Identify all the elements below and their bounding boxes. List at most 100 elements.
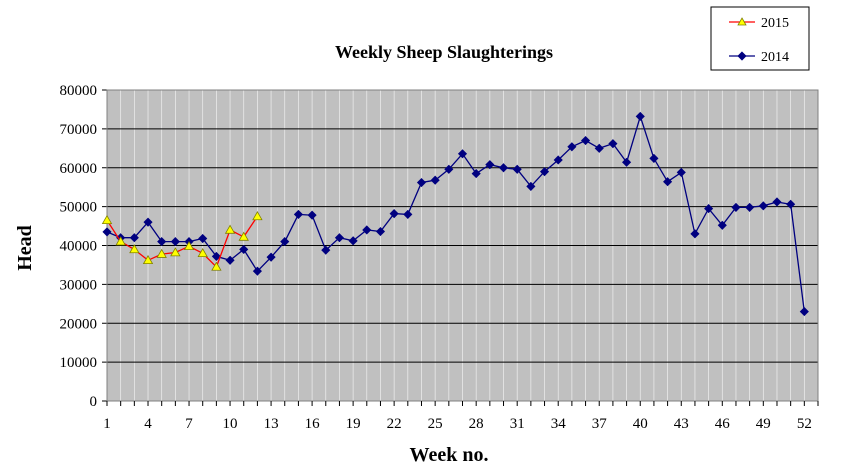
series-2014-point	[772, 197, 782, 207]
series-2015-point	[183, 240, 195, 251]
series-2014-point	[102, 227, 112, 237]
series-2014-point	[622, 157, 632, 167]
series-2014-point	[649, 153, 659, 163]
series-2014-point	[594, 143, 604, 153]
series-2015-point	[238, 231, 249, 241]
x-tick-label: 13	[264, 416, 279, 432]
x-tick-label: 22	[387, 416, 402, 432]
series-2014-point	[348, 236, 358, 246]
x-axis-label: Week no.	[410, 444, 489, 466]
series-2015-point	[101, 214, 113, 225]
x-tick-label: 28	[469, 416, 484, 432]
x-tick-label: 1	[103, 416, 111, 432]
x-tick-label: 16	[305, 416, 321, 432]
series-2014-point	[389, 209, 399, 219]
series-2014-point	[293, 209, 303, 219]
series-2014-point	[375, 226, 386, 237]
series-2015-point	[115, 236, 126, 246]
series-2014-point	[471, 169, 481, 179]
x-tick-label: 25	[428, 416, 443, 432]
y-tick-label: 10000	[60, 355, 98, 371]
legend	[710, 6, 810, 71]
series-2014-point	[786, 199, 796, 209]
series-2014-point	[225, 255, 235, 265]
y-axis-label: Head	[14, 225, 36, 271]
series-2014-point	[512, 164, 522, 174]
legend-2015-marker	[737, 17, 747, 26]
series-2014-point	[663, 177, 673, 187]
series-2014-point	[416, 177, 427, 188]
x-tick-label: 10	[223, 416, 238, 432]
series-2014-point	[362, 225, 372, 235]
series-2014-point	[580, 135, 591, 146]
legend-2015-label: 2015	[761, 16, 789, 31]
chart-title: Weekly Sheep Slaughterings	[335, 42, 553, 62]
x-tick-label: 34	[551, 416, 567, 432]
series-2015-point	[224, 224, 236, 234]
series-2014-point	[717, 220, 727, 230]
series-2014-point	[676, 167, 686, 177]
series-2014-line	[106, 114, 805, 312]
x-tick-label: 49	[756, 416, 771, 432]
series-2014-point	[266, 252, 276, 262]
x-tick-label: 46	[715, 416, 731, 432]
series-2014-point	[129, 233, 139, 243]
series-2014-point	[307, 210, 317, 220]
series-2014-point	[553, 155, 563, 165]
series-2015-point	[170, 247, 181, 257]
series-2014-point	[457, 149, 468, 159]
x-tick-label: 31	[510, 416, 525, 432]
y-tick-label: 40000	[60, 239, 98, 255]
series-2015-point	[129, 244, 140, 254]
series-2014-point	[704, 204, 714, 214]
y-tick-label: 20000	[60, 316, 98, 332]
series-2014-point	[485, 160, 495, 170]
x-tick-label: 43	[674, 416, 689, 432]
y-tick-label: 0	[90, 394, 98, 410]
series-2014-point	[539, 167, 550, 177]
series-2014-point	[745, 202, 755, 212]
series-2014-point	[444, 164, 454, 174]
x-tick-label: 40	[633, 416, 648, 432]
legend-2014-marker	[737, 51, 747, 61]
x-tick-label: 4	[144, 416, 152, 432]
series-2014-point	[211, 251, 221, 261]
series-2014-point	[526, 181, 536, 191]
series-2014-point	[170, 237, 180, 247]
series-2014-point	[321, 245, 331, 255]
x-tick-label: 19	[346, 416, 361, 432]
series-2014-point	[799, 307, 809, 317]
series-2014-point	[157, 237, 167, 247]
y-tick-label: 50000	[60, 200, 98, 216]
series-2014-point	[252, 266, 262, 276]
series-2014-point	[334, 233, 345, 243]
series-2014-point	[690, 229, 700, 239]
series-2015-point	[197, 247, 208, 258]
series-2014-point	[635, 111, 645, 122]
series-2015-point	[156, 248, 167, 258]
series-2015-point	[252, 211, 263, 221]
x-tick-label: 52	[797, 416, 812, 432]
series-2014-point	[430, 175, 440, 185]
series-2014-point	[143, 217, 153, 227]
series-2014-point	[498, 163, 509, 173]
series-2014-point	[567, 142, 577, 152]
x-tick-label: 37	[592, 416, 608, 432]
y-tick-label: 60000	[60, 161, 98, 177]
series-2014-point	[403, 209, 413, 219]
y-tick-label: 30000	[60, 277, 98, 293]
series-2015-point	[211, 261, 222, 271]
series-2014-point	[731, 202, 741, 212]
y-tick-label: 80000	[60, 83, 98, 99]
series-2014-point	[758, 201, 768, 211]
y-tick-label: 70000	[60, 122, 98, 138]
x-tick-label: 7	[185, 416, 193, 432]
series-2014-point	[608, 139, 618, 149]
legend-2014-label: 2014	[761, 50, 789, 65]
series-2014-point	[198, 233, 208, 244]
series-2015-point	[142, 254, 154, 265]
series-2014-point	[280, 237, 290, 247]
series-2014-point	[239, 244, 249, 254]
